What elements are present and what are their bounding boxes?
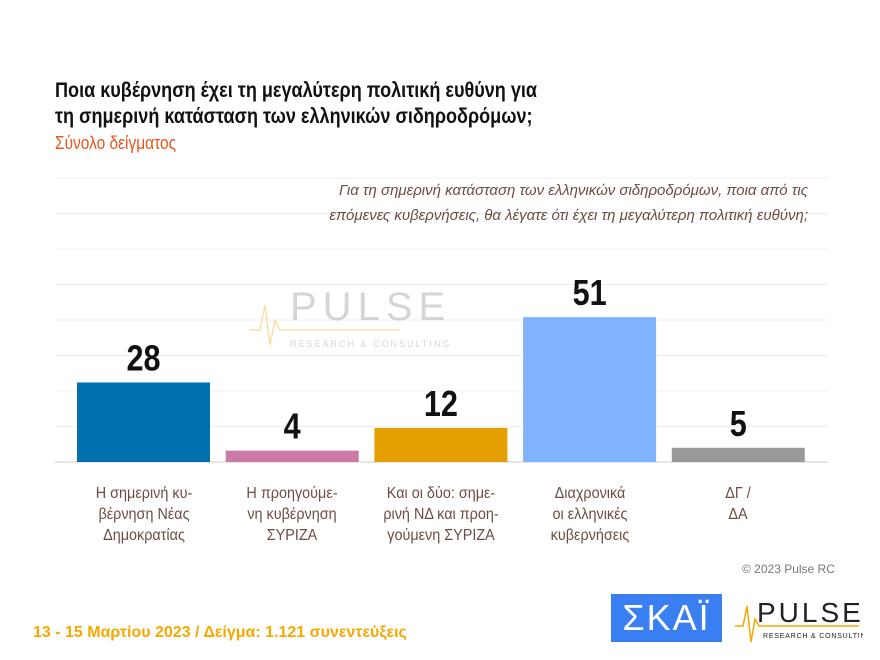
bar xyxy=(671,447,805,462)
x-tick-label: ΔΓ / ΔΑ xyxy=(671,483,806,525)
data-label: 4 xyxy=(284,407,301,447)
svg-text:RESEARCH & CONSULTING: RESEARCH & CONSULTING xyxy=(763,633,863,640)
question-line: Για τη σημερινή κατάσταση των ελληνικών … xyxy=(339,182,808,199)
x-tick-label-line: γούμενη ΣΥΡΙΖΑ xyxy=(387,527,495,544)
data-label: 12 xyxy=(424,385,458,425)
data-label: 5 xyxy=(730,405,747,445)
x-tick-label-line: Διαχρονικά xyxy=(554,485,625,502)
pulse-logo: PULSE RESEARCH & CONSULTING xyxy=(735,597,863,643)
question-text: Για τη σημερινή κατάσταση των ελληνικών … xyxy=(208,178,808,228)
x-tick-label-line: βέρνηση Νέας xyxy=(97,506,190,523)
bar xyxy=(225,450,359,462)
x-tick-label-line: Και οι δύο: σημε- xyxy=(386,485,496,502)
chart-subtitle: Σύνολο δείγματος xyxy=(55,133,177,153)
x-tick-label: Διαχρονικά οι ελληνικές κυβερνήσεις xyxy=(522,483,657,546)
x-tick-label-line: Η σημερινή κυ- xyxy=(95,485,192,502)
x-tick-label-line: ΣΥΡΙΖΑ xyxy=(266,527,318,544)
bar xyxy=(374,427,508,462)
x-tick-label-line: ρινή ΝΔ και προη- xyxy=(383,506,499,523)
x-tick-label-line: Δημοκρατίας xyxy=(102,527,185,544)
pulse-watermark: PULSE RESEARCH & CONSULTING xyxy=(250,285,450,349)
svg-text:PULSE: PULSE xyxy=(757,597,863,628)
data-label: 28 xyxy=(126,339,160,379)
x-tick-label: Η σημερινή κυ-βέρνηση Νέας Δημοκρατίας xyxy=(76,483,211,546)
footer-sample-info: 13 - 15 Μαρτίου 2023 / Δείγμα: 1.121 συν… xyxy=(33,624,407,641)
x-tick-label-line: οι ελληνικές xyxy=(552,506,628,523)
x-tick-label-line: νη κυβέρνηση xyxy=(247,506,337,523)
title-line: Ποια κυβέρνηση έχει τη μεγαλύτερη πολιτι… xyxy=(55,79,538,102)
title-line: τη σημερινή κατάσταση των ελληνικών σιδη… xyxy=(55,105,533,128)
x-tick-label-line: Η προηγούμε- xyxy=(246,485,338,502)
x-tick-label: Και οι δύο: σημε-ρινή ΝΔ και προη-γούμεν… xyxy=(373,483,508,546)
x-tick-label-line: κυβερνήσεις xyxy=(550,527,629,544)
data-label: 51 xyxy=(573,274,607,314)
svg-text:RESEARCH & CONSULTING: RESEARCH & CONSULTING xyxy=(290,339,450,349)
question-line: επόμενες κυβερνήσεις, θα λέγατε ότι έχει… xyxy=(329,207,808,224)
chart-title: Ποια κυβέρνηση έχει τη μεγαλύτερη πολιτι… xyxy=(55,78,537,130)
skai-logo: ΣΚΑΪ xyxy=(611,594,722,642)
svg-text:PULSE: PULSE xyxy=(290,285,450,329)
bar xyxy=(77,382,210,462)
bar xyxy=(523,317,657,462)
x-tick-label-line: ΔΑ xyxy=(728,506,748,523)
x-tick-label-line: ΔΓ / xyxy=(725,485,752,502)
copyright: © 2023 Pulse RC xyxy=(742,562,835,576)
x-tick-label: Η προηγούμε-νη κυβέρνηση ΣΥΡΙΖΑ xyxy=(225,483,360,546)
